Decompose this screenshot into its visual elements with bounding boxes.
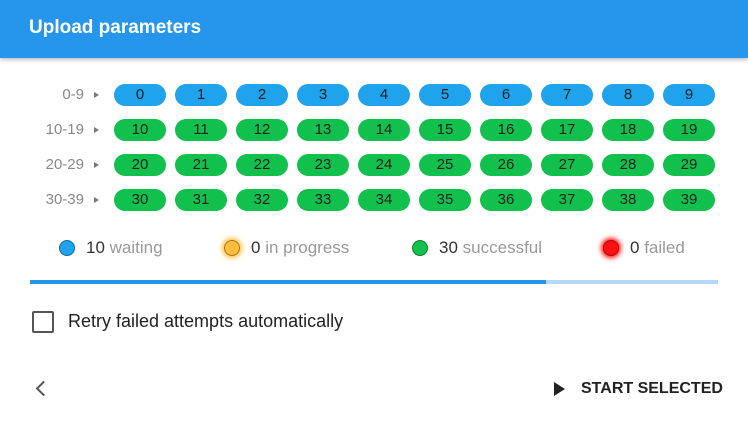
legend-label: successful — [462, 238, 543, 257]
cell[interactable]: 19 — [663, 119, 715, 141]
legend-label: in progress — [265, 238, 350, 257]
play-icon[interactable] — [554, 382, 565, 396]
checkbox[interactable] — [32, 311, 54, 333]
cell[interactable]: 6 — [480, 84, 532, 106]
row-arrow — [94, 162, 99, 168]
legend-label: failed — [644, 238, 685, 257]
cell[interactable]: 24 — [358, 154, 410, 176]
cell[interactable]: 32 — [236, 189, 288, 211]
row-label: 20-29 — [45, 156, 84, 173]
cell[interactable]: 20 — [114, 154, 166, 176]
cell[interactable]: 12 — [236, 119, 288, 141]
cell[interactable]: 15 — [419, 119, 471, 141]
legend-item: 10 waiting — [86, 238, 163, 258]
checkbox-label[interactable]: Retry failed attempts automatically — [68, 311, 344, 331]
cell[interactable]: 36 — [480, 189, 532, 211]
cell[interactable]: 4 — [358, 84, 410, 106]
legend-dot — [59, 240, 75, 256]
back-button[interactable] — [35, 380, 52, 397]
row-arrow — [94, 92, 99, 98]
row-arrow — [94, 127, 99, 133]
cell[interactable]: 38 — [602, 189, 654, 211]
legend-item: 30 successful — [439, 238, 542, 258]
legend-count: 10 — [86, 238, 105, 257]
row-label: 10-19 — [45, 121, 84, 138]
start-button[interactable]: START SELECTED — [581, 380, 723, 397]
cell[interactable]: 5 — [419, 84, 471, 106]
cell[interactable]: 34 — [358, 189, 410, 211]
cell[interactable]: 2 — [236, 84, 288, 106]
legend-item: 0 in progress — [251, 238, 349, 258]
legend-count: 30 — [439, 238, 458, 257]
legend-item: 0 failed — [630, 238, 685, 258]
cell[interactable]: 9 — [663, 84, 715, 106]
legend-dot — [224, 240, 240, 256]
cell[interactable]: 27 — [541, 154, 593, 176]
legend-dot — [412, 240, 428, 256]
cell[interactable]: 28 — [602, 154, 654, 176]
cell[interactable]: 18 — [602, 119, 654, 141]
cell[interactable]: 0 — [114, 84, 166, 106]
cell[interactable]: 10 — [114, 119, 166, 141]
cell[interactable]: 11 — [175, 119, 227, 141]
legend-dot — [603, 240, 619, 256]
cell[interactable]: 14 — [358, 119, 410, 141]
cell[interactable]: 31 — [175, 189, 227, 211]
cell[interactable]: 16 — [480, 119, 532, 141]
legend-label: waiting — [109, 238, 163, 257]
header: Upload parameters — [0, 0, 748, 58]
cell[interactable]: 3 — [297, 84, 349, 106]
row-arrow — [94, 197, 99, 203]
cell[interactable]: 13 — [297, 119, 349, 141]
cell[interactable]: 17 — [541, 119, 593, 141]
cell[interactable]: 26 — [480, 154, 532, 176]
dialog-title: Upload parameters — [29, 17, 202, 38]
cell[interactable]: 33 — [297, 189, 349, 211]
cell[interactable]: 25 — [419, 154, 471, 176]
legend-count: 0 — [251, 238, 261, 257]
cell[interactable]: 35 — [419, 189, 471, 211]
cell[interactable]: 30 — [114, 189, 166, 211]
cell[interactable]: 29 — [663, 154, 715, 176]
cell[interactable]: 39 — [663, 189, 715, 211]
row-label: 30-39 — [45, 191, 84, 208]
cell[interactable]: 7 — [541, 84, 593, 106]
cell[interactable]: 21 — [175, 154, 227, 176]
cell[interactable]: 1 — [175, 84, 227, 106]
cell[interactable]: 8 — [602, 84, 654, 106]
legend-count: 0 — [630, 238, 640, 257]
cell[interactable]: 22 — [236, 154, 288, 176]
cell[interactable]: 37 — [541, 189, 593, 211]
cell[interactable]: 23 — [297, 154, 349, 176]
row-label: 0-9 — [62, 86, 84, 103]
progress-fill — [30, 280, 546, 284]
